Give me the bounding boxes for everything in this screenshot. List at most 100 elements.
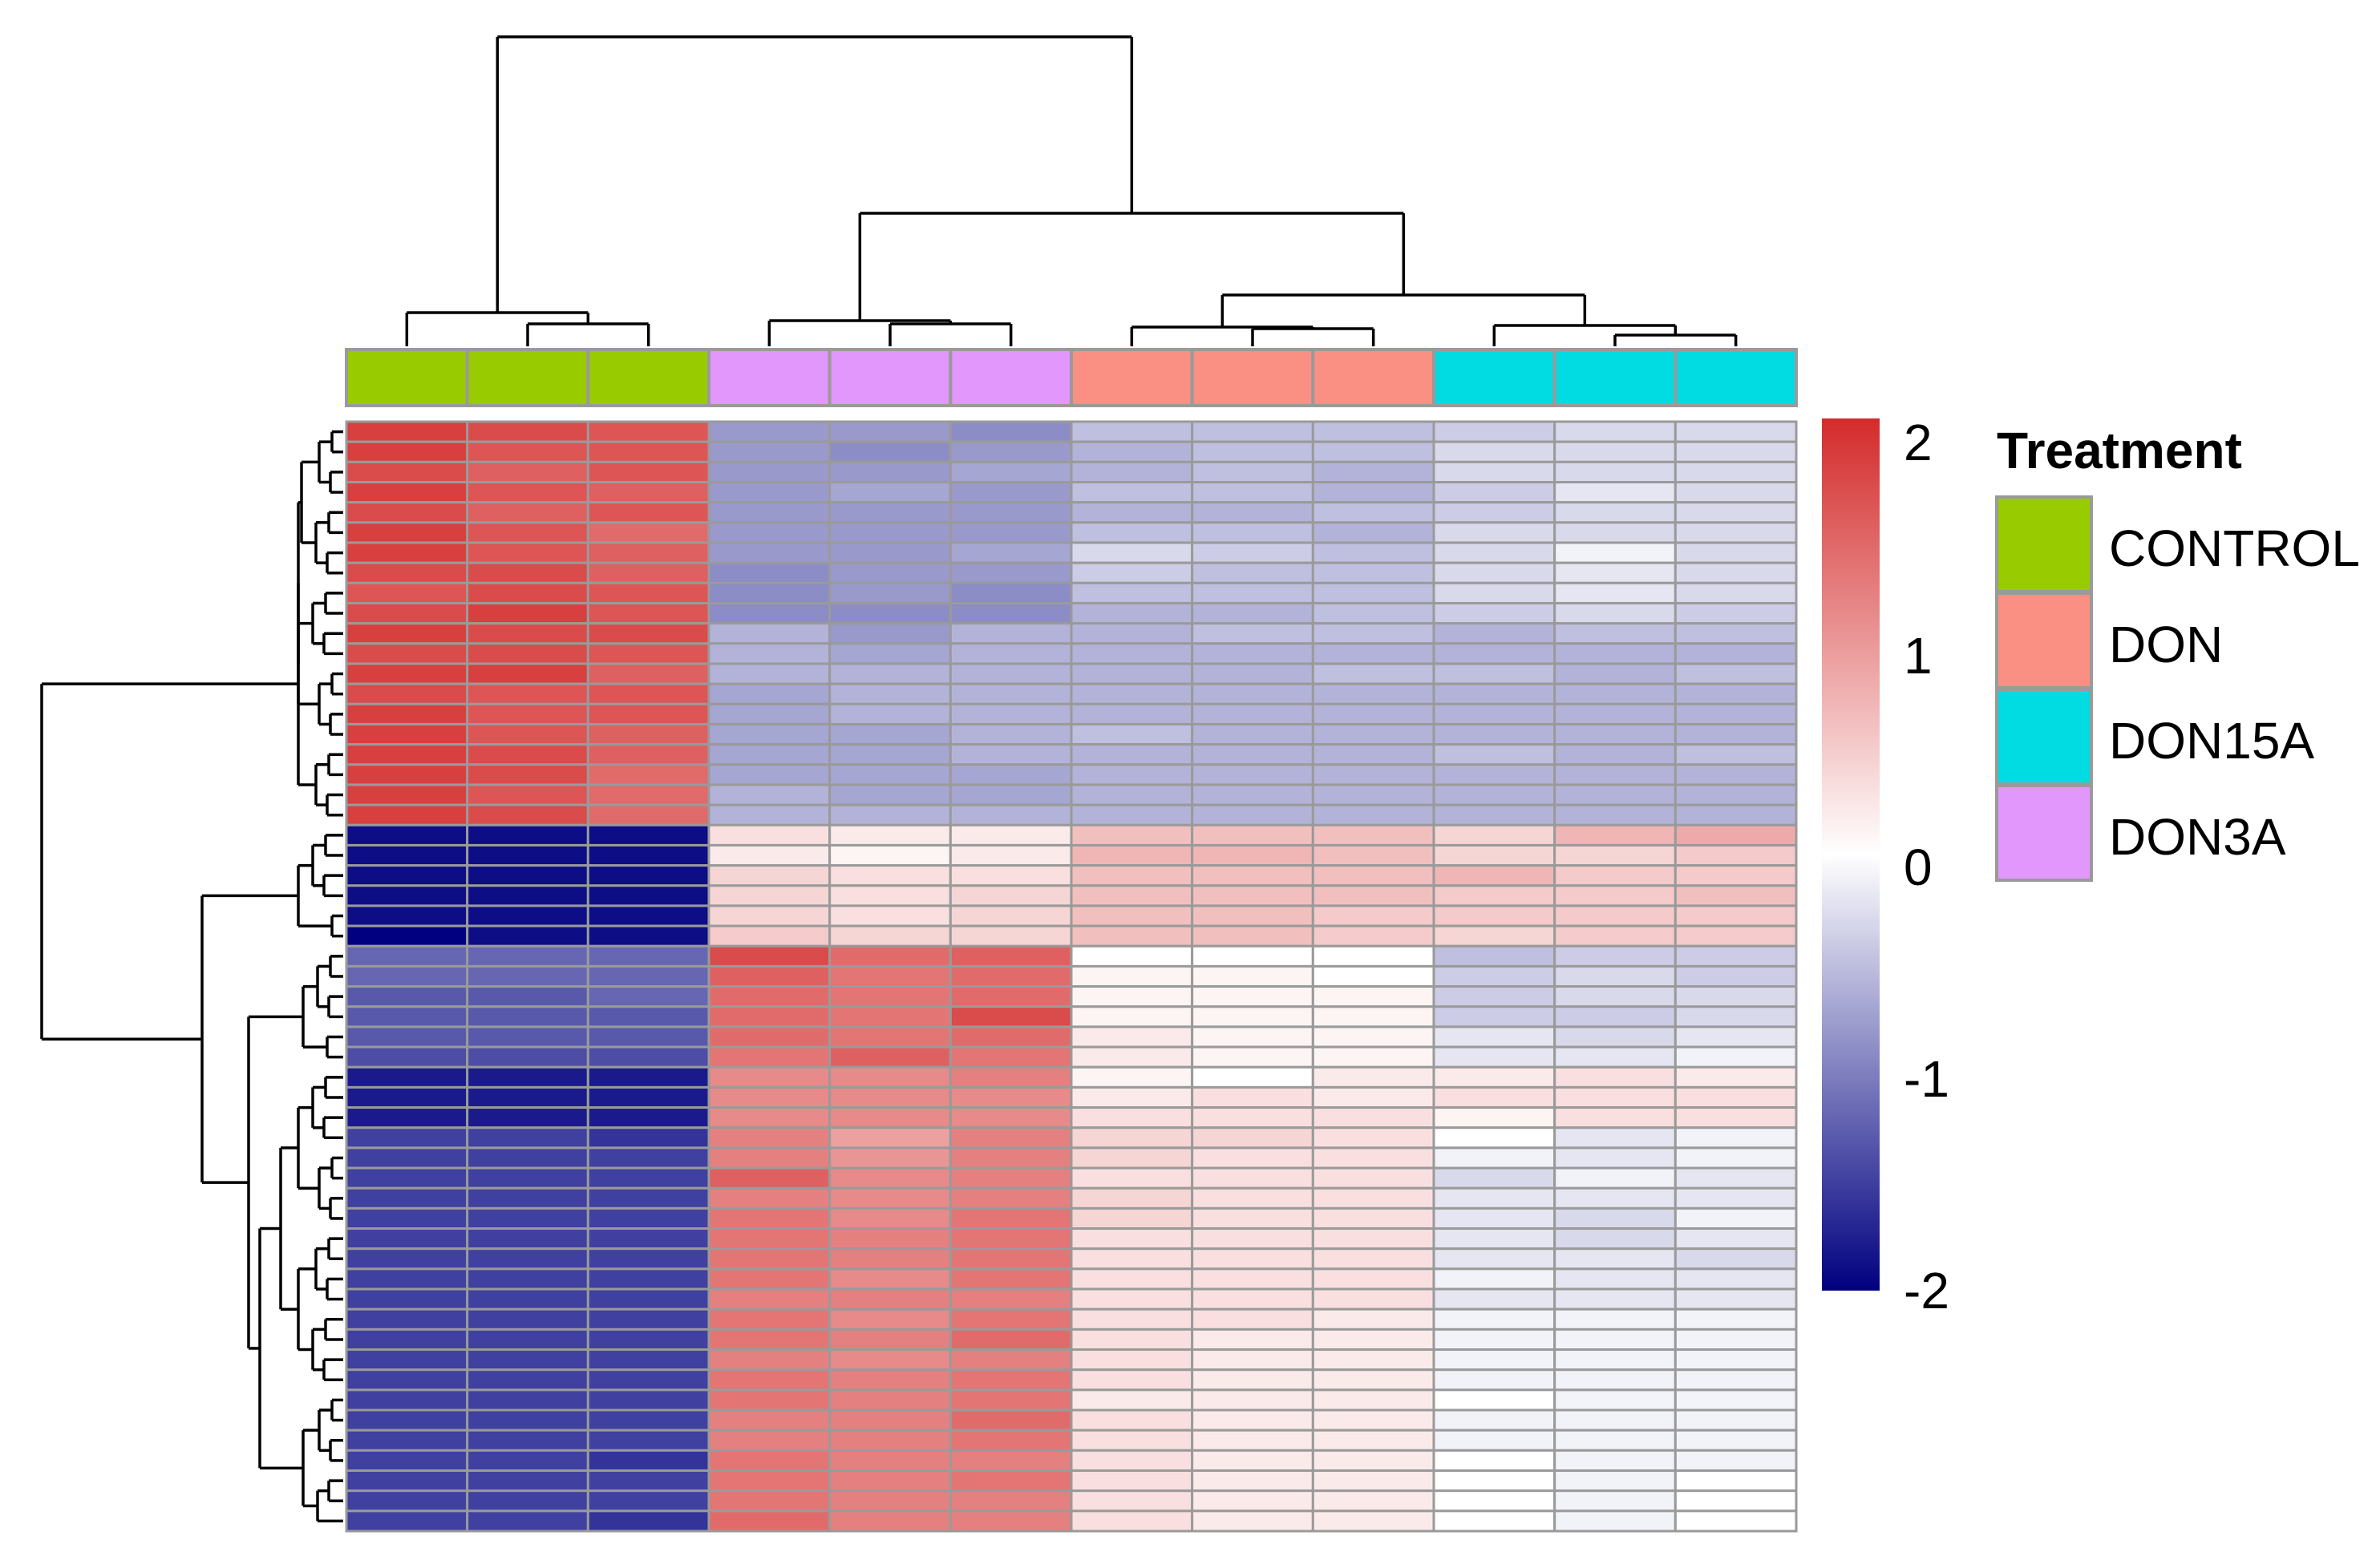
heatmap-cell xyxy=(1674,601,1798,625)
heatmap-cell xyxy=(1070,843,1194,867)
heatmap-cell xyxy=(949,1025,1073,1049)
legend-title: Treatment xyxy=(1997,422,2242,479)
heatmap-cell xyxy=(828,682,952,705)
heatmap-cell xyxy=(1191,1489,1314,1513)
colorbar-tick-label: -1 xyxy=(1904,1050,1949,1108)
heatmap-cell xyxy=(1191,460,1314,483)
heatmap-cell xyxy=(828,1449,952,1473)
heatmap-cell xyxy=(345,1307,469,1331)
heatmap-cell xyxy=(1432,1005,1556,1028)
heatmap-cell xyxy=(1070,1126,1194,1150)
heatmap-cell xyxy=(1070,1267,1194,1291)
heatmap-cell xyxy=(466,1166,589,1190)
heatmap-cell xyxy=(1191,1307,1314,1331)
heatmap-cell xyxy=(828,622,952,645)
heatmap-cell xyxy=(707,1287,832,1311)
legend-swatch-don15a xyxy=(1995,688,2093,786)
heatmap-cell xyxy=(1191,803,1314,826)
heatmap-cell xyxy=(828,501,952,524)
heatmap-cell xyxy=(707,763,832,786)
heatmap-cell xyxy=(1553,1429,1677,1452)
heatmap-cell xyxy=(1674,521,1798,544)
heatmap-cell xyxy=(1311,1348,1435,1372)
heatmap-cell xyxy=(828,1247,952,1271)
heatmap-cell xyxy=(1432,501,1556,524)
heatmap-cell xyxy=(1070,1247,1194,1271)
heatmap-cell xyxy=(586,1287,710,1311)
heatmap-cell xyxy=(1311,440,1435,463)
heatmap-cell xyxy=(345,763,469,786)
heatmap-cell xyxy=(1553,843,1677,867)
heatmap-cell xyxy=(707,1106,832,1130)
heatmap-cell xyxy=(949,1206,1073,1231)
heatmap-cell xyxy=(1311,521,1435,544)
heatmap-cell xyxy=(1553,1469,1677,1493)
heatmap-cell xyxy=(828,1045,952,1069)
heatmap-cell xyxy=(949,581,1073,604)
heatmap-cell xyxy=(586,1307,710,1331)
heatmap-cell xyxy=(1191,561,1314,584)
heatmap-cell xyxy=(345,1348,469,1372)
heatmap-cell xyxy=(1070,1085,1194,1109)
heatmap-cell xyxy=(466,642,589,665)
heatmap-cell xyxy=(1070,823,1194,847)
heatmap-cell xyxy=(1311,803,1435,826)
legend-swatch-control xyxy=(1995,495,2093,593)
heatmap-cell xyxy=(1553,1146,1677,1170)
heatmap-cell xyxy=(586,1368,710,1392)
heatmap-cell xyxy=(707,521,832,544)
heatmap-cell xyxy=(1070,682,1194,705)
heatmap-cell xyxy=(1553,823,1677,847)
heatmap-cell xyxy=(1432,864,1556,887)
heatmap-cell xyxy=(345,561,469,584)
heatmap-cell xyxy=(707,823,832,847)
heatmap-cell xyxy=(949,541,1073,564)
heatmap-cell xyxy=(707,682,832,705)
heatmap-cell xyxy=(466,480,589,504)
heatmap-cell xyxy=(1553,642,1677,665)
heatmap-cell xyxy=(1553,1368,1677,1392)
heatmap-cell xyxy=(1553,561,1677,584)
heatmap-cell xyxy=(1070,1368,1194,1392)
heatmap-cell xyxy=(586,622,710,645)
heatmap-cell xyxy=(345,480,469,504)
heatmap-cell xyxy=(949,1408,1073,1432)
heatmap-cell xyxy=(1311,722,1435,746)
heatmap-cell xyxy=(949,1287,1073,1311)
heatmap-cell xyxy=(949,460,1073,483)
heatmap-cell xyxy=(1553,1227,1677,1251)
heatmap-cell xyxy=(828,823,952,847)
heatmap-cell xyxy=(345,1267,469,1291)
heatmap-cell xyxy=(345,1025,469,1049)
heatmap-cell xyxy=(1432,1408,1556,1432)
heatmap-cell xyxy=(1674,622,1798,645)
heatmap-cell xyxy=(707,944,832,968)
heatmap-cell xyxy=(1191,1146,1314,1170)
heatmap-cell xyxy=(1432,985,1556,1008)
color-scale-bar: 2 1 0 -1 -2 xyxy=(1822,414,1949,1319)
heatmap-cell xyxy=(1070,1166,1194,1190)
heatmap-cell xyxy=(1191,904,1314,927)
heatmap-cell xyxy=(1070,601,1194,625)
heatmap-cell xyxy=(1674,581,1798,604)
heatmap-cell xyxy=(1432,642,1556,665)
heatmap-cell xyxy=(1674,1166,1798,1190)
heatmap-cell xyxy=(345,702,469,725)
heatmap-cell xyxy=(1070,1045,1194,1069)
heatmap-cell xyxy=(1674,480,1798,504)
heatmap-cell xyxy=(345,1247,469,1271)
heatmap-cell xyxy=(828,702,952,725)
heatmap-cell xyxy=(466,1368,589,1392)
heatmap-cell xyxy=(828,985,952,1008)
heatmap-cell xyxy=(1432,601,1556,625)
heatmap-cell xyxy=(1311,480,1435,504)
heatmap-cell xyxy=(707,1065,832,1089)
annotation-cell xyxy=(1190,348,1315,407)
heatmap-cell xyxy=(1553,944,1677,968)
heatmap-cell xyxy=(828,743,952,766)
heatmap-cell xyxy=(1432,1509,1556,1533)
heatmap-cell xyxy=(1311,682,1435,705)
heatmap-cell xyxy=(828,1267,952,1291)
heatmap-cell xyxy=(1674,843,1798,867)
heatmap-cell xyxy=(828,1307,952,1331)
